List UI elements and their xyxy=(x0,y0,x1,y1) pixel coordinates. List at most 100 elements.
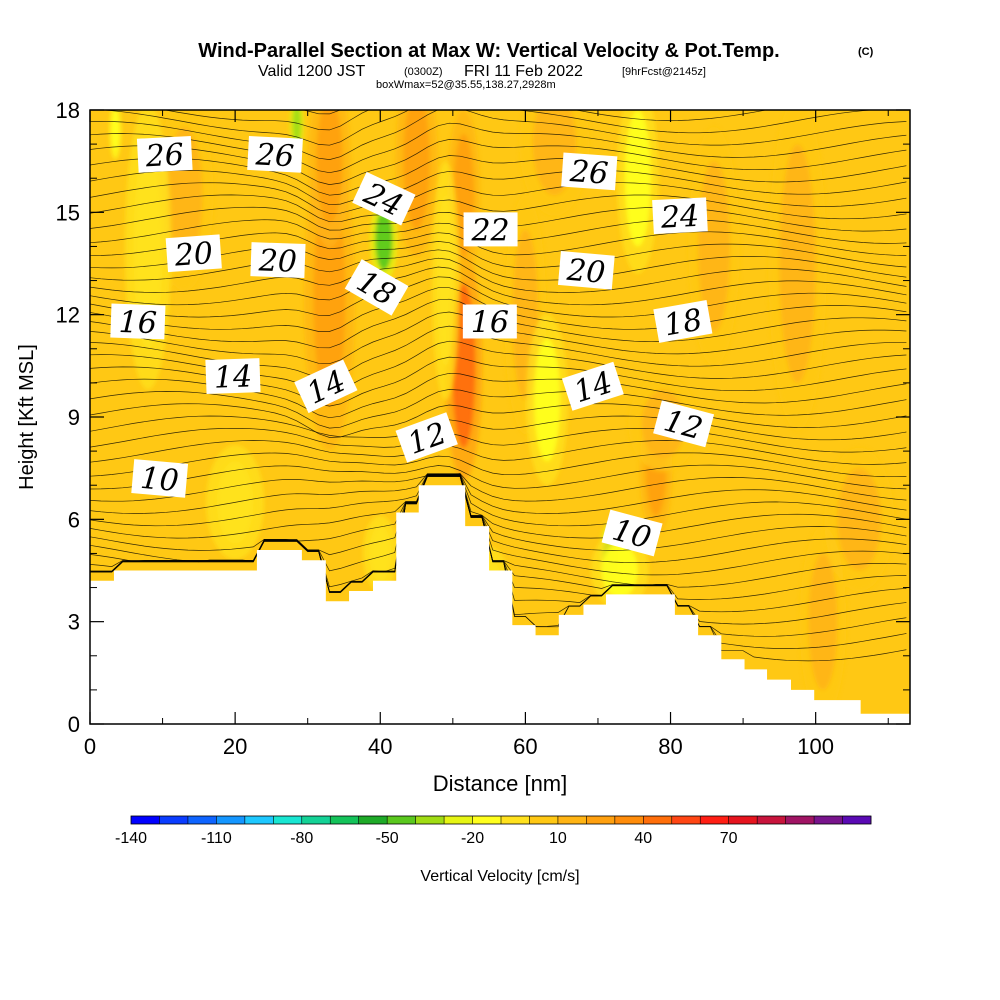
contour-label: 12 xyxy=(653,400,715,448)
contour-label-bg xyxy=(463,212,518,247)
colorbar-swatch xyxy=(643,816,673,824)
colorbar: -140 -110 -80 -50 -20 10 40 70 xyxy=(115,815,872,847)
velocity-core xyxy=(313,188,346,407)
colorbar-tick-label: -140 xyxy=(115,830,147,847)
colorbar-swatch xyxy=(131,816,160,824)
theta-line xyxy=(90,170,907,206)
theta-line xyxy=(90,474,907,564)
y-axis-label: Height [Kft MSL] xyxy=(16,344,38,490)
contour-label-text: 18 xyxy=(661,302,705,343)
x-tick-label: 80 xyxy=(658,734,682,759)
contour-label-bg xyxy=(294,359,358,414)
colorbar-swatch xyxy=(187,816,217,824)
x-tick-label: 0 xyxy=(84,734,96,759)
y-tick-label: 9 xyxy=(68,405,80,430)
velocity-core xyxy=(779,144,816,383)
theta-line xyxy=(90,474,907,551)
colorbar-swatch xyxy=(273,816,303,824)
contour-label-text: 10 xyxy=(139,461,180,499)
valid-prefix: Valid 1200 JST xyxy=(258,63,366,80)
contour-label: 16 xyxy=(462,304,517,340)
colorbar-swatch xyxy=(728,816,758,824)
contour-label-bg xyxy=(561,152,618,191)
contour-label: 24 xyxy=(652,197,708,236)
colorbar-swatch xyxy=(159,816,189,824)
colorbar-swatch xyxy=(529,816,559,824)
contour-label: 26 xyxy=(247,135,303,174)
theta-line xyxy=(90,473,907,502)
contour-label-bg xyxy=(131,459,189,498)
contour-label: 10 xyxy=(131,459,189,499)
y-tick-label: 0 xyxy=(68,712,80,737)
colorbar-swatch xyxy=(586,816,616,824)
contour-label-bg xyxy=(652,197,708,235)
contour-label-bg xyxy=(395,412,458,463)
contour-label: 26 xyxy=(561,152,618,192)
colorbar-swatch xyxy=(216,816,246,824)
colorbar-swatch xyxy=(444,816,473,824)
contour-label-bg xyxy=(601,509,663,557)
colorbar-swatch xyxy=(301,816,331,824)
contour-label-text: 22 xyxy=(470,213,509,248)
theta-line xyxy=(90,182,907,214)
colorbar-swatch xyxy=(614,816,644,824)
velocity-core xyxy=(375,208,393,271)
contour-label: 18 xyxy=(653,300,713,344)
colorbar-swatch xyxy=(785,816,815,824)
theta-line xyxy=(90,276,907,318)
contour-label-text: 26 xyxy=(254,137,295,174)
contour-label-bg xyxy=(110,303,166,340)
contour-label-text: 20 xyxy=(257,243,297,279)
theta-line xyxy=(90,473,907,514)
contour-label-bg xyxy=(561,361,624,411)
theta-line xyxy=(90,155,907,196)
contour-label: 22 xyxy=(463,212,518,248)
velocity-core xyxy=(624,110,651,247)
x-tick-label: 20 xyxy=(223,734,247,759)
contour-label: 14 xyxy=(205,358,261,396)
theta-line xyxy=(90,473,907,539)
y-axis: 0 3 6 9 12 15 18 xyxy=(56,98,910,737)
colorbar-tick-label: -50 xyxy=(376,830,399,847)
velocity-core xyxy=(133,144,163,349)
x-axis: 0 20 40 60 80 100 xyxy=(84,110,889,759)
contour-label: 26 xyxy=(136,135,193,174)
colorbar-swatch xyxy=(557,816,587,824)
theta-line xyxy=(90,266,907,306)
contour-label-text: 16 xyxy=(471,305,509,340)
y-tick-label: 3 xyxy=(68,610,80,635)
terrain xyxy=(90,485,910,724)
theta-line xyxy=(90,257,907,293)
velocity-core xyxy=(436,195,455,366)
colorbar-tick-label: 70 xyxy=(720,830,738,847)
theta-line xyxy=(90,139,907,185)
valid-utc: (0300Z) xyxy=(404,66,443,78)
colorbar-swatch xyxy=(671,816,701,824)
contour-label-bg xyxy=(653,300,713,343)
contour-label-bg xyxy=(352,171,416,226)
theta-contours xyxy=(90,110,907,662)
theta-line xyxy=(90,249,907,281)
theta-line xyxy=(90,389,907,429)
theta-line xyxy=(90,440,907,465)
colorbar-tick-label: 40 xyxy=(634,830,652,847)
y-tick-label: 6 xyxy=(68,507,80,532)
theta-line xyxy=(98,110,877,146)
contour-label-bg xyxy=(136,135,193,173)
x-tick-label: 40 xyxy=(368,734,392,759)
colorbar-swatch xyxy=(415,816,445,824)
contour-label-bg xyxy=(344,259,409,316)
contour-label: 20 xyxy=(557,251,615,291)
theta-line xyxy=(163,110,768,131)
colorbar-tick-label: 10 xyxy=(549,830,567,847)
y-tick-label: 15 xyxy=(56,200,80,225)
contour-label-bg xyxy=(205,358,261,394)
colorbar-swatch xyxy=(358,816,388,824)
colorbar-swatch xyxy=(244,816,274,824)
colorbar-swatch xyxy=(842,816,872,824)
contour-label-text: 20 xyxy=(173,236,215,274)
colorbar-swatch xyxy=(387,816,416,824)
x-axis-label: Distance [nm] xyxy=(433,771,568,796)
